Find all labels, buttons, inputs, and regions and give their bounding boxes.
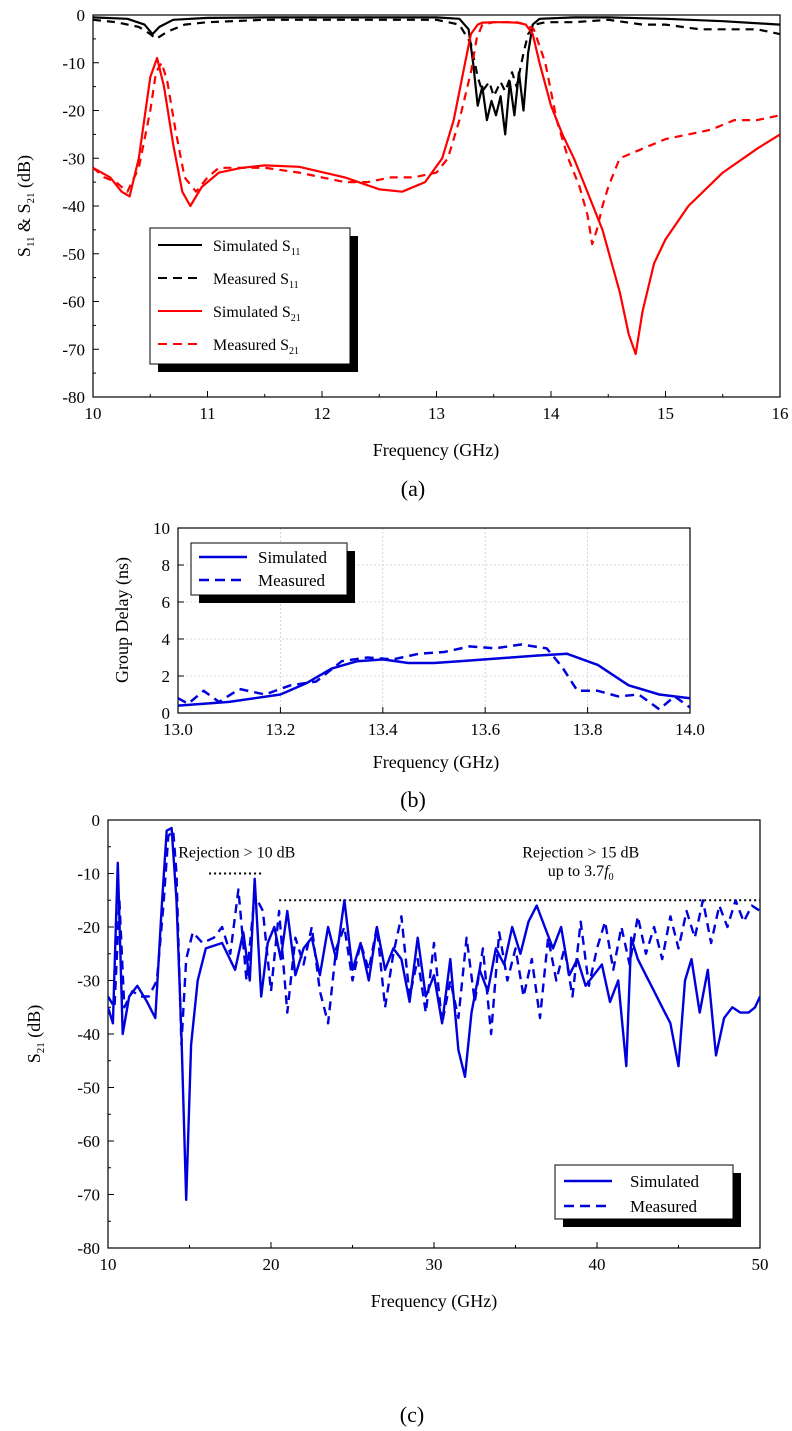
y-tick-label: -60	[77, 1132, 100, 1151]
legend-label-c-1: Measured	[630, 1197, 698, 1216]
y-tick-label: 4	[162, 630, 171, 649]
legend-c: Simulated Measured	[554, 1164, 741, 1227]
y-axis-label-a: S11 & S21 (dB)	[14, 155, 37, 257]
panel-label-c: (c)	[400, 1402, 424, 1427]
y-tick-label: 6	[162, 593, 171, 612]
y-axis-label-b: Group Delay (ns)	[112, 557, 133, 683]
x-tick-label: 13	[428, 404, 445, 423]
y-tick-label: -40	[77, 1025, 100, 1044]
x-tick-label: 50	[752, 1255, 769, 1274]
y-tick-label: -20	[77, 918, 100, 937]
x-tick-label: 20	[263, 1255, 280, 1274]
legend-label-a-0: Simulated S11	[213, 238, 300, 258]
x-tick-label: 14.0	[675, 720, 705, 739]
x-tick-label: 13.4	[368, 720, 398, 739]
series-group-a	[93, 16, 780, 356]
y-tick-label: -20	[62, 102, 85, 121]
x-tick-label: 13.0	[163, 720, 193, 739]
tick-group-a: 10 11 12 13 14 15 16 0 -10 -20 -30 -40 -50 -60 -70 -80	[62, 6, 788, 423]
y-tick-label: -70	[77, 1186, 100, 1205]
y-axis-label-c: S21 (dB)	[24, 1005, 47, 1064]
x-tick-label: 10	[85, 404, 102, 423]
y-tick-label: 0	[162, 704, 171, 723]
tick-group-c: 10 20 30 40 50 0 -10 -20 -30 -40 -50 -60 -70 -80	[77, 811, 768, 1274]
annotation-c-0: Rejection > 10 dB	[178, 844, 295, 861]
y-tick-label: -60	[62, 293, 85, 312]
x-tick-label: 13.8	[573, 720, 603, 739]
y-tick-label: 0	[92, 811, 101, 830]
legend-a: Simulated S11 Measured S11 Simulated S21…	[149, 227, 358, 372]
plot-frame-b	[177, 527, 691, 714]
y-tick-label: -50	[77, 1079, 100, 1098]
x-axis-label-b: Frequency (GHz)	[373, 752, 499, 773]
y-tick-label: 8	[162, 556, 171, 575]
series-line-b-0	[178, 652, 690, 707]
y-tick-label: -40	[62, 197, 85, 216]
legend-label-b-1: Measured	[258, 571, 326, 590]
x-tick-label: 16	[772, 404, 789, 423]
series-line-c-1	[108, 829, 760, 1046]
x-tick-label: 30	[426, 1255, 443, 1274]
legend-label-a-1: Measured S11	[213, 271, 299, 291]
tick-group-b: 13.0 13.2 13.4 13.6 13.8 14.0 0 2 4 6 8 10	[153, 519, 705, 739]
x-tick-label: 13.2	[266, 720, 296, 739]
legend-label-b-0: Simulated	[258, 548, 327, 567]
x-tick-label: 15	[657, 404, 674, 423]
panel-label-a: (a)	[401, 476, 425, 501]
y-tick-label: 0	[77, 6, 86, 25]
y-tick-label: -10	[62, 54, 85, 73]
series-group-b	[178, 643, 690, 711]
y-tick-label: -10	[77, 865, 100, 884]
x-tick-label: 12	[314, 404, 331, 423]
x-tick-label: 14	[543, 404, 561, 423]
legend-label-a-3: Measured S21	[213, 337, 299, 357]
y-tick-label: -30	[77, 972, 100, 991]
annotation-c-2: up to 3.7f0	[548, 863, 614, 883]
y-tick-label: -70	[62, 340, 85, 359]
y-tick-label: -30	[62, 149, 85, 168]
y-tick-label: -80	[77, 1239, 100, 1258]
y-tick-label: -50	[62, 245, 85, 264]
annotation-c-1: Rejection > 15 dB	[522, 844, 639, 861]
x-axis-label-c: Frequency (GHz)	[371, 1291, 497, 1312]
series-line-a-1	[93, 18, 780, 98]
chart-a: 10 11 12 13 14 15 160-10-20-30-40-50-60-70-80 …	[14, 6, 789, 501]
legend-label-a-2: Simulated S21	[213, 304, 301, 324]
y-tick-label: 10	[153, 519, 170, 538]
series-line-a-2	[93, 21, 780, 356]
legend-label-c-0: Simulated	[630, 1172, 699, 1191]
legend-b: Simulated Measured	[190, 542, 355, 603]
series-line-b-1	[178, 643, 690, 711]
y-tick-label: -80	[62, 388, 85, 407]
series-line-a-3	[93, 21, 780, 246]
series-group-c	[108, 826, 760, 1201]
y-tick-label: 2	[162, 667, 171, 686]
series-line-c-0	[108, 826, 760, 1201]
x-tick-label: 40	[589, 1255, 606, 1274]
panel-label-b: (b)	[400, 787, 426, 812]
chart-b: 13.0 13.2 13.4 13.6 13.8 14.0 0 2 4 6 8 10 Frequenc…	[112, 519, 705, 812]
x-tick-label: 11	[199, 404, 215, 423]
reference-lines-c	[209, 872, 760, 902]
x-tick-label: 10	[100, 1255, 117, 1274]
series-line-a-0	[93, 16, 780, 136]
x-tick-label: 13.6	[470, 720, 500, 739]
chart-c: 10 20 30 40 50 0 -10 -20 -30 -40 -50 -60 -70 -80 Reje…	[24, 811, 769, 1427]
x-axis-label-a: Frequency (GHz)	[373, 440, 499, 461]
